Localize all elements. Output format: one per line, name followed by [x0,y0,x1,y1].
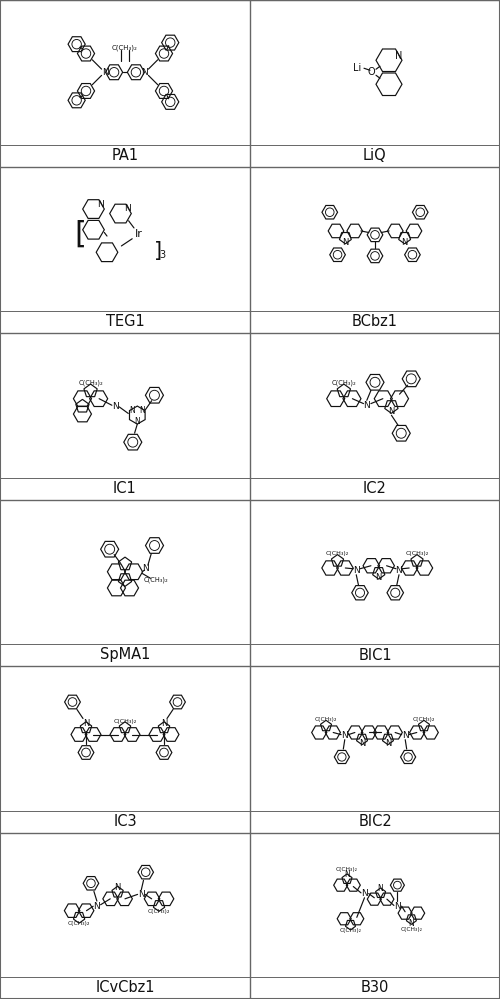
Text: C(CH₃)₂: C(CH₃)₂ [112,44,138,51]
Text: BIC2: BIC2 [358,814,392,829]
Text: [: [ [74,220,86,249]
Text: ]: ] [154,242,162,262]
Text: C(CH₃)₂: C(CH₃)₂ [340,928,361,933]
Text: N: N [124,204,131,213]
Text: N: N [353,565,360,574]
Text: C(CH₃)₂: C(CH₃)₂ [336,867,358,872]
Text: N: N [94,902,100,911]
Text: IC1: IC1 [113,481,137,496]
Text: N: N [402,731,408,740]
Text: BIC1: BIC1 [358,647,392,662]
Text: BCbz1: BCbz1 [352,315,398,330]
Text: N: N [402,238,408,247]
Text: N: N [141,68,148,77]
Text: PA1: PA1 [112,148,138,163]
Text: C(CH₃)₂: C(CH₃)₂ [148,909,170,914]
Text: N: N [364,401,370,410]
Text: C(CH₃)₂: C(CH₃)₂ [326,550,349,555]
Text: C(CH₃)₂: C(CH₃)₂ [78,380,103,386]
Text: IC2: IC2 [363,481,387,496]
Text: N: N [114,883,121,892]
Text: N: N [102,68,109,77]
Text: C(CH₃)₂: C(CH₃)₂ [332,380,356,386]
Text: TEG1: TEG1 [106,315,144,330]
Text: SpMA1: SpMA1 [100,647,150,662]
Text: N: N [134,417,140,426]
Text: N: N [138,890,144,899]
Text: C(CH₃)₂: C(CH₃)₂ [413,717,435,722]
Text: Li: Li [353,63,361,73]
Text: B30: B30 [361,980,389,995]
Text: N: N [112,403,118,412]
Text: N: N [385,739,391,748]
Text: N: N [359,739,365,748]
Text: N: N [394,902,401,911]
Text: O: O [367,67,375,77]
Text: C(CH₃)₂: C(CH₃)₂ [315,717,337,722]
Text: N: N [342,731,348,740]
Text: N: N [376,573,382,582]
Text: ICvCbz1: ICvCbz1 [95,980,155,995]
Text: N: N [98,200,104,209]
Text: LiQ: LiQ [363,148,387,163]
Text: N: N [344,870,350,879]
Text: C(CH₃)₂: C(CH₃)₂ [400,927,422,932]
Text: C(CH₃)₂: C(CH₃)₂ [406,550,428,555]
Text: N: N [361,889,368,898]
Text: Ir: Ir [134,229,142,239]
Text: C(CH₃)₂: C(CH₃)₂ [114,718,136,723]
Text: C(CH₃)₂: C(CH₃)₂ [144,576,169,583]
Text: IC3: IC3 [113,814,137,829]
Text: N: N [396,565,402,574]
Text: 3: 3 [160,250,166,260]
Text: N: N [408,919,414,928]
Text: N: N [378,884,384,893]
Text: N: N [83,718,89,727]
Text: N: N [140,406,145,415]
Text: C(CH₃)₂: C(CH₃)₂ [68,921,90,926]
Text: N: N [142,564,149,573]
Text: N: N [342,238,348,247]
Text: N: N [161,718,167,727]
Text: N: N [130,406,135,415]
Text: N: N [396,51,402,61]
Text: N: N [388,408,394,417]
